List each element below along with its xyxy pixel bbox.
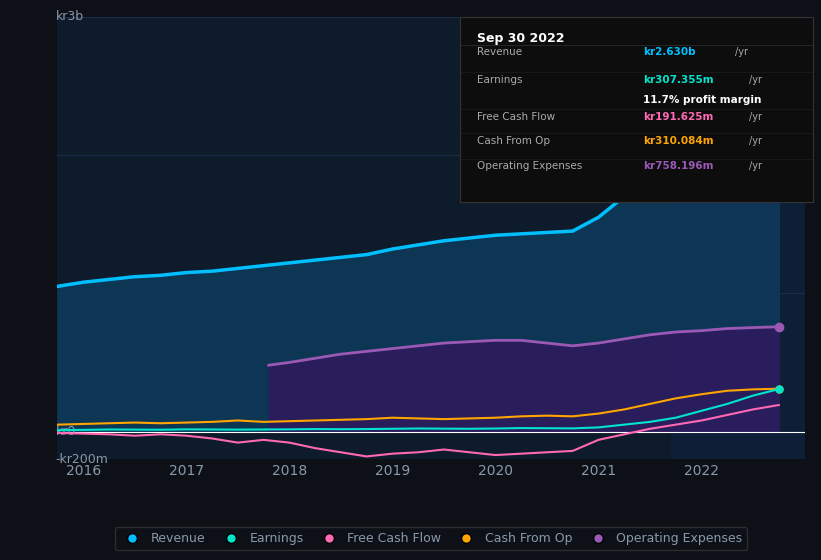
Text: kr0: kr0 (55, 425, 76, 438)
Text: -kr200m: -kr200m (55, 452, 108, 466)
Text: /yr: /yr (750, 161, 762, 171)
Bar (671, 17, 805, 459)
Text: 11.7% profit margin: 11.7% profit margin (644, 95, 762, 105)
Text: Earnings: Earnings (478, 74, 523, 85)
Text: kr310.084m: kr310.084m (644, 136, 714, 146)
Text: kr3b: kr3b (55, 10, 84, 24)
Text: Operating Expenses: Operating Expenses (478, 161, 583, 171)
Legend: Revenue, Earnings, Free Cash Flow, Cash From Op, Operating Expenses: Revenue, Earnings, Free Cash Flow, Cash … (115, 528, 747, 550)
Text: kr191.625m: kr191.625m (644, 111, 713, 122)
Text: Sep 30 2022: Sep 30 2022 (478, 31, 565, 45)
Text: /yr: /yr (735, 47, 748, 57)
Text: kr2.630b: kr2.630b (644, 47, 696, 57)
Text: Free Cash Flow: Free Cash Flow (478, 111, 556, 122)
Text: /yr: /yr (750, 136, 762, 146)
Text: /yr: /yr (750, 74, 762, 85)
Text: kr758.196m: kr758.196m (644, 161, 713, 171)
Text: Cash From Op: Cash From Op (478, 136, 550, 146)
Text: kr307.355m: kr307.355m (644, 74, 714, 85)
Text: /yr: /yr (750, 111, 762, 122)
Text: Revenue: Revenue (478, 47, 522, 57)
